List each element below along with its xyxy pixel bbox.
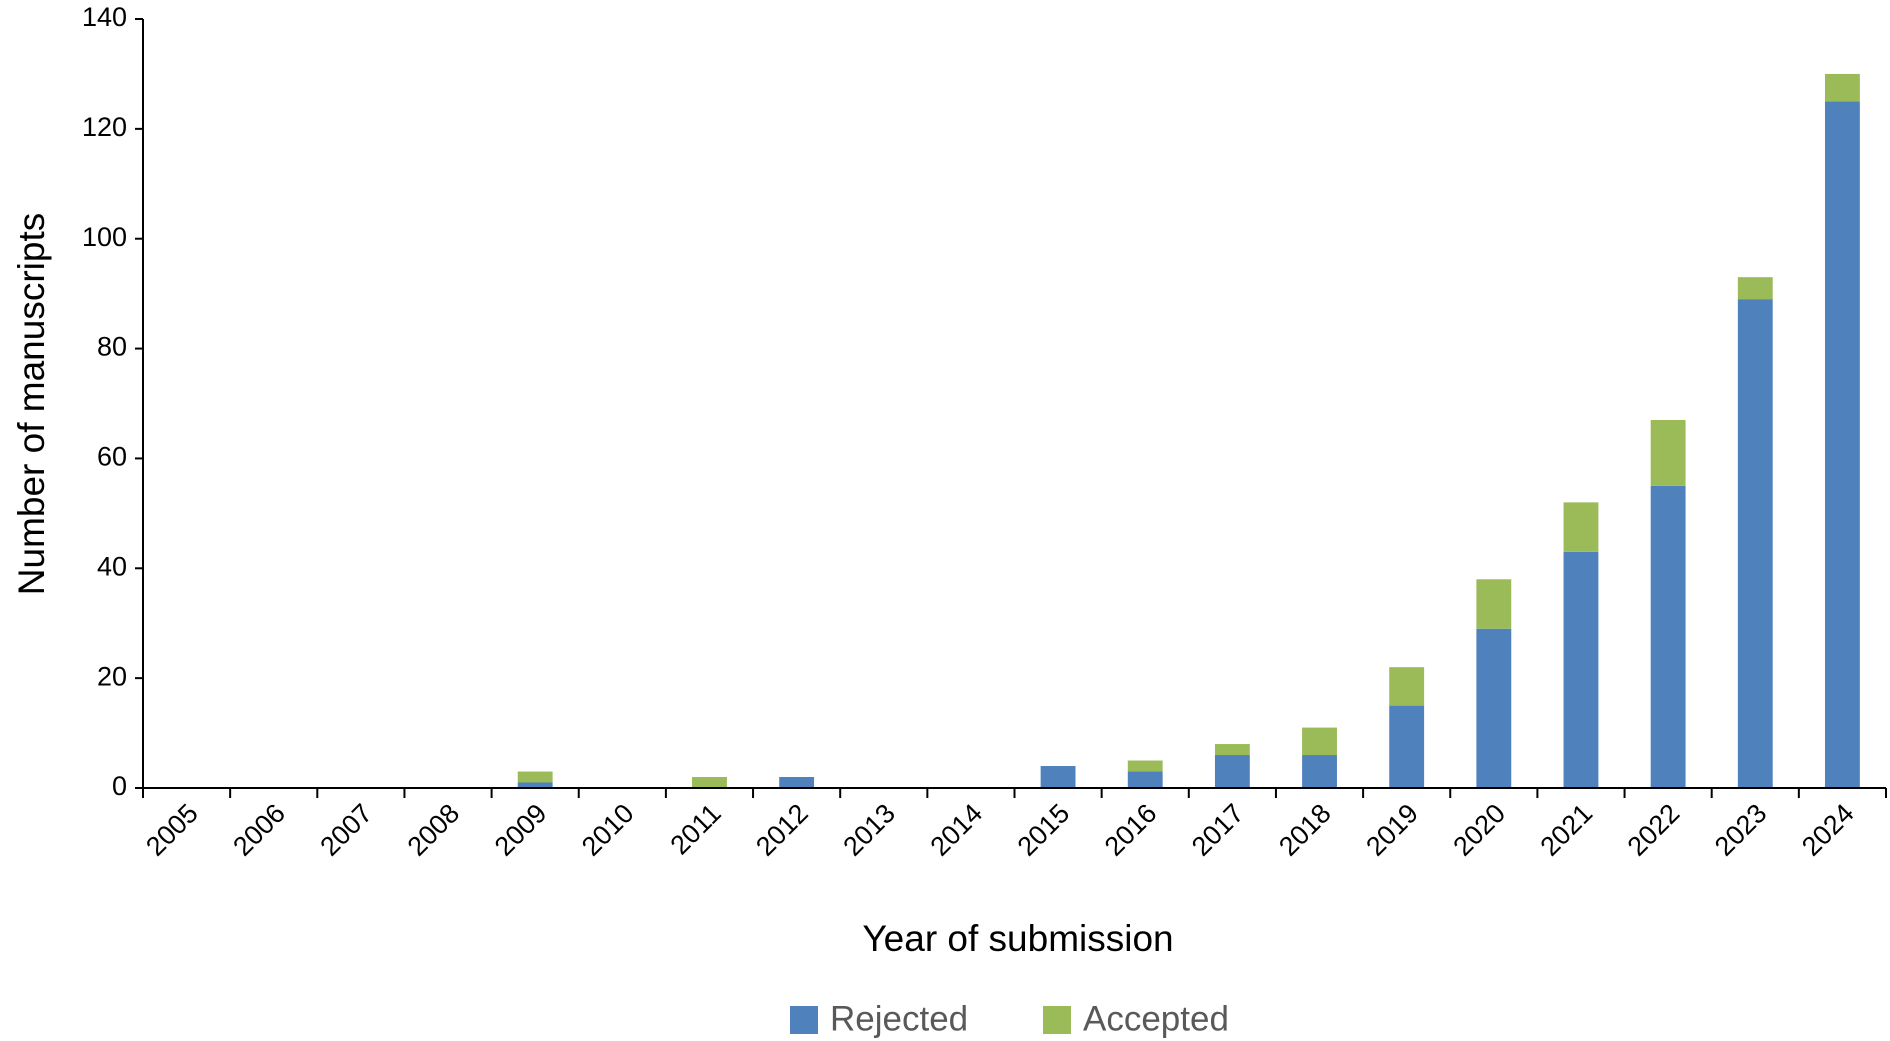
x-tick-label: 2008 bbox=[402, 798, 466, 862]
bar-segment bbox=[1737, 277, 1773, 300]
bar-segment bbox=[1476, 628, 1512, 788]
x-tick-label: 2015 bbox=[1012, 798, 1076, 862]
y-tick-label: 0 bbox=[112, 771, 127, 801]
bar-segment bbox=[1824, 101, 1860, 788]
bar-segment bbox=[1563, 551, 1599, 788]
x-tick-label: 2005 bbox=[140, 798, 204, 862]
bar-segment bbox=[1824, 73, 1860, 102]
x-tick-label: 2009 bbox=[489, 798, 553, 862]
y-tick-label: 40 bbox=[97, 551, 127, 581]
x-tick-label: 2007 bbox=[314, 798, 378, 862]
y-tick-label: 80 bbox=[97, 332, 127, 362]
bar-segment bbox=[1302, 727, 1337, 756]
x-tick-label: 2018 bbox=[1273, 798, 1337, 862]
bar-segment bbox=[1389, 667, 1425, 706]
bar-segment bbox=[692, 777, 727, 788]
bar-segment bbox=[1389, 705, 1425, 788]
x-tick-label: 2016 bbox=[1099, 798, 1163, 862]
x-tick-label: 2010 bbox=[576, 798, 640, 862]
x-tick-label: 2014 bbox=[925, 798, 989, 862]
legend-swatch bbox=[790, 1006, 818, 1034]
bar-segment bbox=[1737, 299, 1773, 788]
bar-segment bbox=[1214, 755, 1250, 788]
x-tick-label: 2012 bbox=[750, 798, 814, 862]
x-tick-label: 2020 bbox=[1447, 798, 1511, 862]
legend-label: Rejected bbox=[830, 999, 968, 1038]
y-tick-label: 120 bbox=[82, 112, 127, 142]
bar-segment bbox=[1040, 766, 1076, 788]
bar-segment bbox=[1650, 485, 1686, 788]
legend-swatch bbox=[1043, 1006, 1071, 1034]
x-tick-label: 2023 bbox=[1709, 798, 1773, 862]
bar-segment bbox=[1476, 579, 1512, 629]
x-tick-label: 2011 bbox=[664, 798, 726, 860]
bar-segment bbox=[1127, 771, 1163, 788]
x-tick-label: 2021 bbox=[1535, 798, 1599, 862]
bar-segment bbox=[779, 777, 815, 788]
y-axis-title: Number of manuscripts bbox=[11, 213, 52, 595]
y-tick-label: 60 bbox=[97, 442, 127, 472]
bar-segment bbox=[1127, 760, 1163, 772]
y-tick-label: 140 bbox=[82, 2, 127, 32]
x-tick-label: 2024 bbox=[1796, 798, 1860, 862]
legend-label: Accepted bbox=[1083, 999, 1229, 1038]
bar-segment bbox=[1302, 755, 1337, 788]
bar-segment bbox=[517, 771, 553, 783]
bar-segment bbox=[1214, 744, 1250, 756]
x-tick-label: 2013 bbox=[837, 798, 901, 862]
x-tick-label: 2019 bbox=[1360, 798, 1424, 862]
bar-segment bbox=[1563, 502, 1599, 552]
x-tick-label: 2017 bbox=[1186, 798, 1250, 862]
x-tick-label: 2022 bbox=[1622, 798, 1686, 862]
y-tick-label: 20 bbox=[97, 661, 127, 691]
bar-segment bbox=[517, 782, 553, 788]
bar-segment bbox=[1650, 419, 1686, 486]
x-tick-label: 2006 bbox=[227, 798, 291, 862]
x-axis-title: Year of submission bbox=[862, 918, 1173, 959]
y-tick-label: 100 bbox=[82, 222, 127, 252]
